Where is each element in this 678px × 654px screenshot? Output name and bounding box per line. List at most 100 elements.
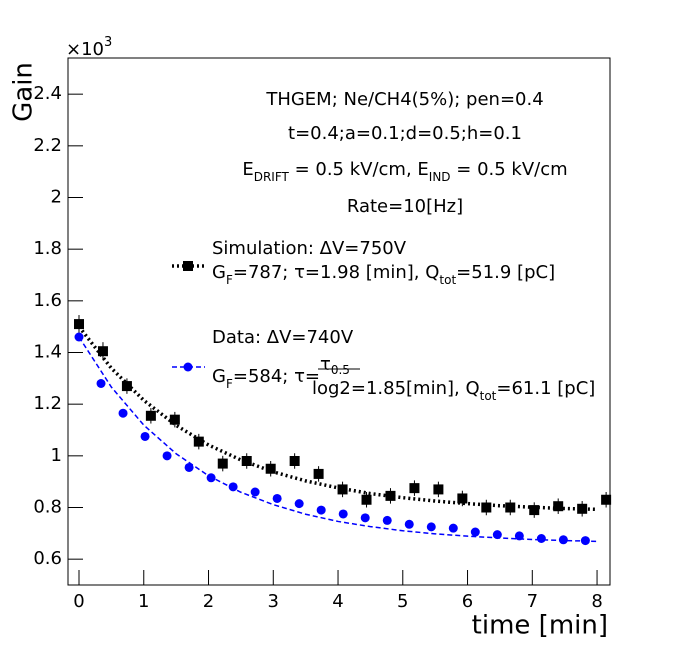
point [385,490,396,501]
y-tick-label: 1.8 [33,238,62,259]
x-tick-label: 8 [591,591,602,612]
annotation: THGEM; Ne/CH4(5%); pen=0.4 [265,89,543,110]
legend-label: Data: ΔV=740V [212,327,354,348]
text-part: =61.1 [pC] [496,378,595,399]
x-tick-label: 3 [268,591,279,612]
point [577,503,588,514]
y-tick-label: 1.6 [33,290,62,311]
point [409,483,420,494]
annotation: Rate=10[Hz] [347,196,463,217]
legend-detail: GF=787; τ=1.98 [min], Qtot=51.9 [pC] [212,262,555,287]
point [250,487,260,497]
fit-curve [77,325,598,512]
point [580,536,590,546]
point [404,519,414,529]
point [294,499,304,509]
text-part: THGEM; Ne/CH4(5%); pen=0.4 [265,89,543,110]
legend-label: Simulation: ΔV=750V [212,238,407,259]
point [193,436,204,447]
y-tick-label: 1.4 [33,342,62,363]
text-part: t=0.4;a=0.1;d=0.5;h=0.1 [288,123,522,144]
exp-power: 3 [104,35,112,50]
point [206,473,216,483]
x-tick-label: 5 [397,591,408,612]
point [505,502,516,513]
point [228,482,238,492]
point [272,493,282,503]
subscript: IND [429,170,451,184]
x-tick-label: 1 [138,591,149,612]
point [426,522,436,532]
y-tick-label: 0.6 [33,548,62,569]
point [169,414,180,425]
y-tick-label: 2.2 [33,135,62,156]
y-tick-label: 2 [51,187,62,208]
point [74,319,85,330]
point [145,410,156,421]
point [162,451,172,461]
x-axis-label: time [min] [472,611,608,641]
legend-marker [183,261,193,271]
point [360,513,370,523]
point [97,346,108,357]
point [338,509,348,519]
point [217,458,228,469]
x-tick-label: 4 [332,591,343,612]
point [118,408,128,418]
point [74,332,84,342]
point [382,515,392,525]
exp-base: ×10 [66,39,104,60]
point [241,456,252,466]
text-part: G [212,366,226,387]
frac-den: log2 [312,378,351,399]
point [470,527,480,537]
legend-marker [183,362,193,372]
frame [67,57,611,586]
point [316,505,326,515]
y-tick-label: 2.4 [33,83,62,104]
text-part: =584; τ= [233,366,320,387]
point [492,530,502,540]
point [337,484,348,495]
x-tick-label: 7 [527,591,538,612]
frac-num: τ [320,354,331,375]
annotation: EDRIFT = 0.5 kV/cm, EIND = 0.5 kV/cm [242,159,567,184]
text-part: E [242,159,253,180]
point [529,505,540,516]
point [121,381,132,392]
point [361,494,372,505]
y-axis-label: Gain [9,62,39,122]
x-tick-label: 2 [203,591,214,612]
y-tick-label: 0.8 [33,497,62,518]
point [96,379,106,388]
subscript: tot [439,273,456,287]
legend-detail: GF=584; τ=τ0.5 log2=1.85[min], Qtot=61.1 … [212,354,595,403]
point [558,535,568,545]
text-part: =51.9 [pC] [456,262,555,283]
point [553,501,564,512]
text-part: =787; τ=1.98 [min], Q [233,262,440,283]
point [433,484,444,495]
y-tick-label: 1.2 [33,393,62,414]
point [265,463,276,474]
fit-curve [78,336,598,543]
point [289,456,300,466]
point [140,431,150,441]
x-tick-label: 6 [462,591,473,612]
subscript: DRIFT [254,170,290,184]
x-tick-label: 0 [73,591,84,612]
y-exponent: ×103 [66,35,112,61]
text-part: = 0.5 kV/cm [451,159,568,180]
point [457,493,468,504]
text-part: G [212,262,226,283]
point [514,531,524,541]
point [536,534,546,543]
y-tick-label: 1 [51,445,62,466]
point [313,468,324,479]
annotation: t=0.4;a=0.1;d=0.5;h=0.1 [288,123,522,144]
text-part: =1.85[min], Q [351,378,480,399]
point [448,523,458,533]
text-part: Rate=10[Hz] [347,196,463,217]
subscript: F [226,273,233,287]
